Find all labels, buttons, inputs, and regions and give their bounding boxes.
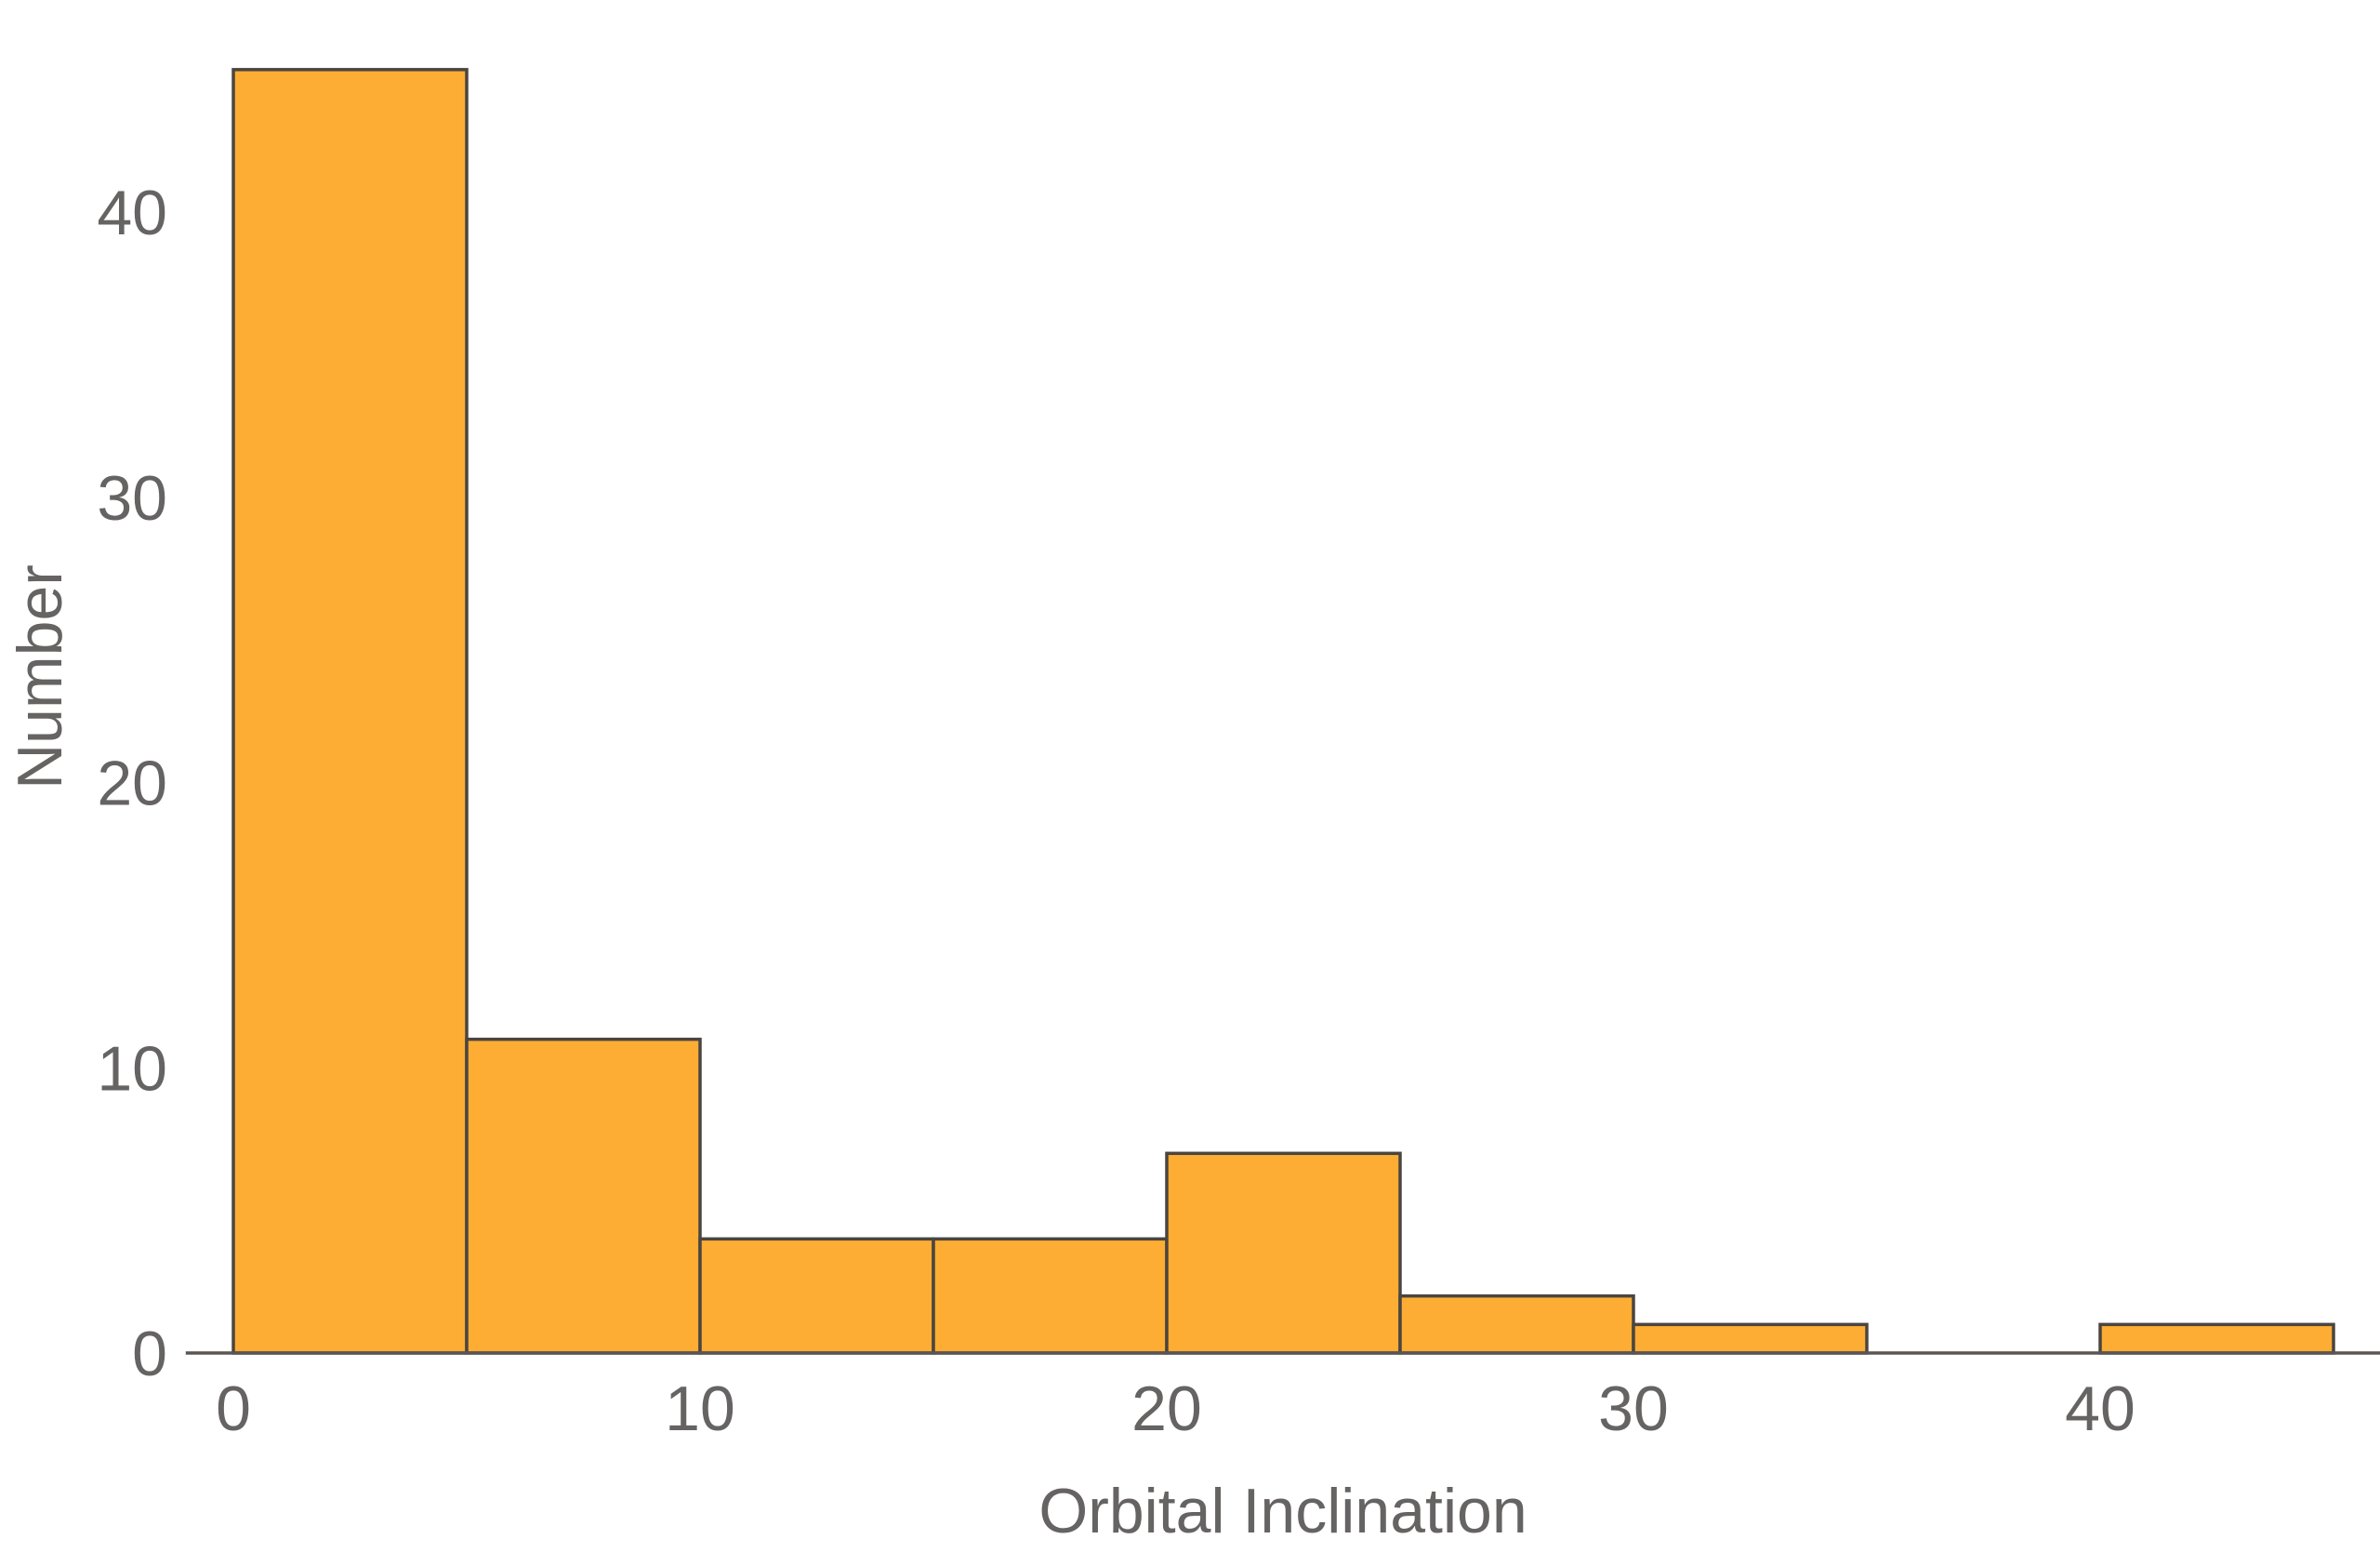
x-axis-label: Orbital Inclination	[1038, 1476, 1527, 1546]
y-tick-label: 40	[97, 178, 167, 248]
y-tick-label: 0	[132, 1319, 167, 1389]
histogram-bar-5-10	[465, 1037, 702, 1355]
histogram-bar-30-35	[1632, 1322, 1869, 1355]
histogram-bar-40-45	[2098, 1322, 2335, 1355]
histogram-bar-10-15	[698, 1237, 935, 1355]
histogram-bar-20-25	[1165, 1151, 1402, 1355]
y-tick-labels: 0 10 20 30 40	[97, 178, 167, 1389]
y-tick-label: 30	[97, 463, 167, 534]
y-tick-label: 10	[97, 1033, 167, 1104]
histogram-bar-25-30	[1398, 1293, 1635, 1355]
histogram-bar-15-20	[932, 1237, 1169, 1355]
histogram-bar-0-5	[231, 68, 469, 1355]
y-axis-label: Number	[5, 564, 75, 789]
x-tick-labels: 0 10 20 30 40	[216, 1373, 2135, 1444]
x-tick-label: 30	[1598, 1373, 1669, 1444]
x-tick-label: 0	[216, 1373, 251, 1444]
x-tick-label: 20	[1131, 1373, 1202, 1444]
x-tick-label: 10	[665, 1373, 735, 1444]
bars-layer	[231, 68, 2335, 1355]
y-tick-label: 20	[97, 749, 167, 819]
x-tick-label: 40	[2065, 1373, 2135, 1444]
